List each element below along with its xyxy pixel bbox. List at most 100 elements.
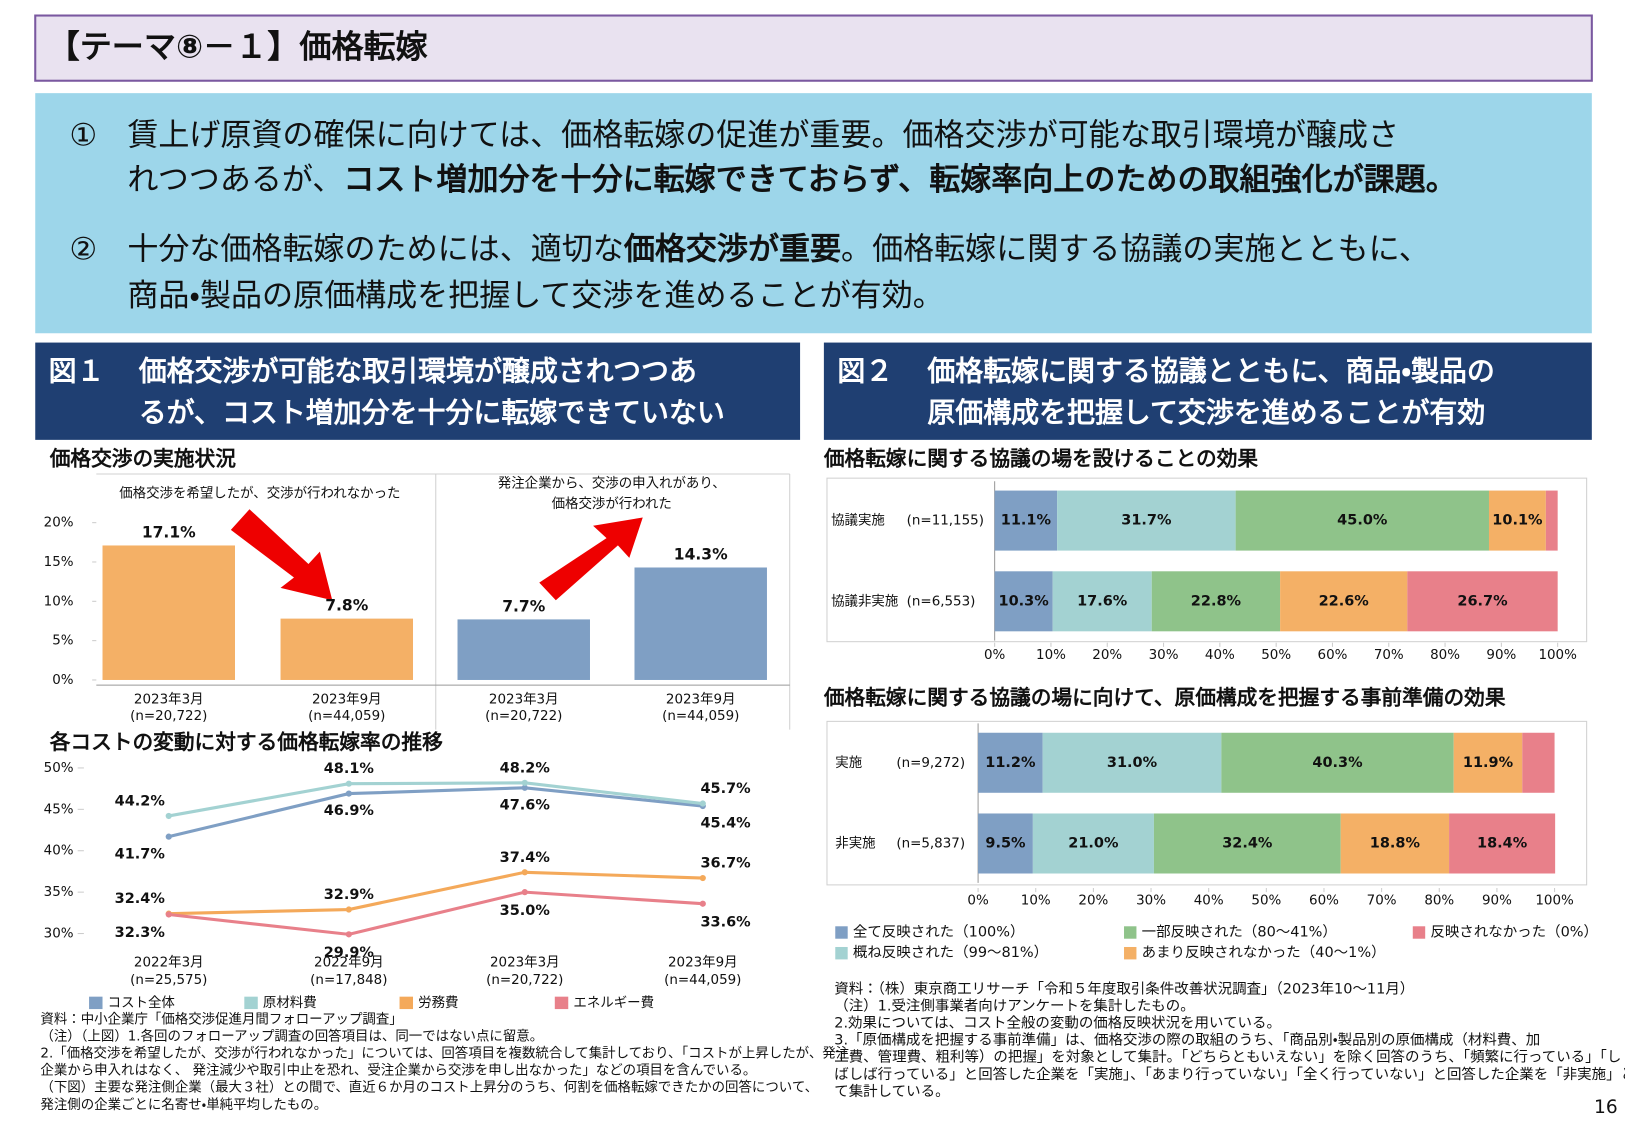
bar-segment — [1153, 813, 1341, 874]
bar-segment — [1057, 490, 1236, 551]
note: ばしば行っている」と回答した企業を「実施」、「あまり行っていない」「全く行ってい… — [834, 1066, 1625, 1083]
note: 企業から申入れはなく、 発注減少や取引中止を恐れ、受注企業から交渉を申し出なかっ… — [40, 1062, 756, 1079]
point — [521, 779, 528, 786]
frame — [826, 720, 1588, 886]
category-label: 非実施 — [835, 835, 875, 851]
x-tick-label: 0% — [967, 893, 989, 908]
note: （注）（上図）1.各回のフォローアップ調査の回答項目は、同一ではない点に留意。 — [40, 1028, 543, 1045]
point — [345, 790, 352, 797]
note: 2.「価格交渉を希望したが、交渉が行われなかった」については、回答項目を複数統合… — [40, 1045, 849, 1062]
point — [521, 889, 528, 896]
x-tick-label: 30% — [1149, 648, 1179, 663]
sample-size: (n=5,837) — [896, 836, 965, 851]
y-tick-label: 0% — [52, 673, 74, 688]
value-label: 48.2% — [500, 760, 551, 776]
legend-swatch — [244, 996, 258, 1010]
bar-segment — [994, 571, 1053, 632]
chart-frames — [96, 473, 1588, 886]
point — [345, 906, 352, 913]
figure-title: るが、コスト増加分を十分に転嫁できていない — [139, 396, 725, 429]
legend-label: あまり反映されなかった（40～1%） — [1142, 944, 1386, 961]
summary-text: 価格交渉が重要 — [623, 231, 841, 267]
value-label: 47.6% — [500, 797, 551, 813]
note: 3.「原価構成を把握する事前準備」は、価格交渉の際の取組のうち、「商品別・製品別… — [834, 1032, 1540, 1049]
point — [165, 833, 172, 840]
legend-swatch — [1124, 946, 1137, 960]
bar-segment — [1407, 571, 1558, 632]
figure-label: 図１ — [49, 355, 105, 388]
charts: 資料：中小企業庁「価格交渉促進月間フォローアップ調査」（注）（上図）1.各回のフ… — [40, 447, 1625, 1118]
value-label: 32.3% — [115, 925, 166, 941]
value-label: 32.4% — [115, 891, 166, 907]
y-tick-label: 20% — [44, 516, 74, 531]
x-tick-label: 2023年9月 — [312, 692, 382, 708]
value-label: 11.2% — [985, 755, 1036, 771]
value-label: 11.1% — [1001, 513, 1052, 529]
legend-label: 反映されなかった（0%） — [1430, 923, 1598, 940]
value-label: 31.0% — [1107, 755, 1158, 771]
sample-size: (n=20,722) — [485, 709, 562, 724]
sample-size: (n=6,553) — [907, 594, 976, 609]
bar-segment — [1522, 732, 1555, 793]
x-tick-label: 10% — [1021, 893, 1051, 908]
bar-segment — [1042, 732, 1222, 793]
legend-swatch — [399, 996, 414, 1010]
group-label: 価格交渉が行われた — [552, 496, 672, 512]
value-label: 7.8% — [325, 597, 368, 615]
point — [165, 812, 172, 820]
note: 発注側の企業ごとに名寄せ・単純平均したもの。 — [40, 1097, 327, 1113]
bar — [280, 618, 414, 680]
legend-swatch — [1124, 926, 1137, 939]
legend-label: 全て反映された（100%） — [853, 923, 1025, 940]
value-label: 9.5% — [985, 835, 1026, 851]
value-label: 14.3% — [674, 546, 728, 564]
bar-segment — [1545, 490, 1558, 551]
summary: ① 賃上げ原資の確保に向けては、価格転嫁の促進が重要。価格交渉が可能な取引環境が醸… — [69, 118, 1456, 314]
value-label: 37.4% — [500, 850, 551, 866]
x-tick-label: 80% — [1424, 893, 1454, 908]
summary-text: 十分な価格転嫁のためには、適切な — [127, 231, 624, 267]
bar-segment — [1449, 813, 1556, 874]
value-label: 18.4% — [1477, 835, 1528, 851]
sample-size: (n=25,575) — [130, 973, 207, 988]
y-tick-label: 35% — [44, 885, 74, 900]
bar-segment — [1340, 813, 1450, 874]
value-label: 48.1% — [324, 761, 375, 777]
bar-segment — [994, 490, 1058, 551]
value-label: 36.7% — [700, 856, 751, 872]
bar — [102, 545, 235, 680]
x-tick-label: 2022年9月 — [314, 955, 384, 971]
x-tick-label: 50% — [1261, 648, 1291, 663]
x-tick-label: 2023年3月 — [490, 955, 560, 971]
legend-swatch — [835, 926, 848, 939]
header-title: 【テーマ⑧－１】価格転嫁 — [48, 28, 428, 66]
value-label: 29.9% — [324, 945, 375, 961]
bar-segment — [1221, 732, 1454, 793]
arrow-up — [539, 517, 643, 601]
point — [521, 869, 528, 876]
y-tick-label: 15% — [44, 555, 74, 570]
category-label: 実施 — [835, 755, 862, 771]
x-tick-label: 20% — [1078, 893, 1108, 908]
bar-segment — [1235, 490, 1489, 551]
figure-label: 図２ — [837, 355, 893, 388]
chart-title: 価格交渉の実施状況 — [49, 447, 237, 471]
point — [345, 780, 352, 787]
value-label: 45.4% — [700, 816, 751, 832]
summary-text: 商品・製品の原価構成を把握して交渉を進めることが有効。 — [127, 278, 943, 314]
sample-size: (n=44,059) — [664, 973, 741, 988]
x-tick-label: 100% — [1535, 893, 1574, 908]
value-label: 32.9% — [324, 887, 375, 903]
value-label: 44.2% — [115, 793, 166, 809]
series-line — [168, 781, 703, 818]
arrow-down — [230, 509, 333, 601]
x-tick-label: 90% — [1482, 893, 1512, 908]
point — [699, 900, 706, 907]
x-tick-label: 70% — [1374, 648, 1404, 663]
x-tick-label: 40% — [1194, 893, 1224, 908]
y-tick-label: 10% — [44, 594, 74, 609]
summary-marker: ① — [69, 118, 97, 154]
series-line — [168, 786, 703, 839]
value-label: 17.6% — [1077, 593, 1128, 609]
